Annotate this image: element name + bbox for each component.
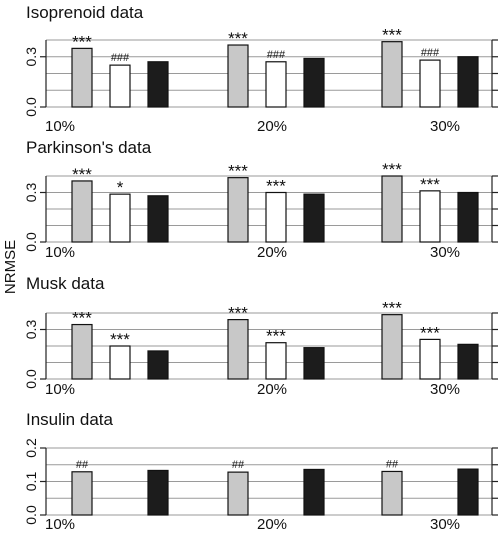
bar <box>71 180 93 243</box>
category-label: 10% <box>45 381 75 398</box>
significance-marker: *** <box>110 330 130 349</box>
y-tick-label: 0.3 <box>23 320 39 340</box>
bar <box>381 314 403 380</box>
bar <box>147 61 169 108</box>
bar <box>227 471 249 516</box>
significance-marker: ## <box>386 458 399 470</box>
significance-marker: * <box>117 178 124 197</box>
y-tick-label: 0.1 <box>23 472 39 492</box>
bar <box>457 468 479 516</box>
bar <box>71 47 93 108</box>
significance-marker: ## <box>232 459 245 471</box>
bar <box>457 191 479 243</box>
significance-marker: *** <box>72 32 92 51</box>
significance-marker: *** <box>266 327 286 346</box>
y-axis-label: NRMSE <box>2 240 19 294</box>
significance-marker: ### <box>111 52 130 64</box>
bar <box>457 343 479 380</box>
significance-marker: ### <box>421 47 440 59</box>
panel-title: Insulin data <box>26 410 113 429</box>
category-label: 10% <box>45 516 75 533</box>
significance-marker: *** <box>420 323 440 342</box>
panel-title: Musk data <box>26 274 105 293</box>
bar <box>265 191 287 243</box>
bar <box>419 59 441 108</box>
category-label: 20% <box>257 244 287 261</box>
category-label: 30% <box>430 381 460 398</box>
bar <box>147 350 169 380</box>
bar <box>227 44 249 108</box>
y-tick-label: 0.3 <box>23 47 39 67</box>
bar <box>303 468 325 516</box>
bar <box>109 345 131 380</box>
category-label: 20% <box>257 381 287 398</box>
y-tick-label: 0.0 <box>23 232 39 252</box>
bar <box>265 342 287 380</box>
category-label: 30% <box>430 244 460 261</box>
significance-marker: *** <box>382 160 402 179</box>
bar <box>381 470 403 516</box>
y-tick-label: 0.3 <box>23 183 39 203</box>
bar <box>71 323 93 380</box>
significance-marker: *** <box>266 177 286 196</box>
significance-marker: ## <box>76 459 89 471</box>
y-tick-label: 0.2 <box>23 438 39 458</box>
category-label: 20% <box>257 516 287 533</box>
significance-marker: *** <box>382 26 402 45</box>
panel-title: Isoprenoid data <box>26 3 144 22</box>
significance-marker: *** <box>420 175 440 194</box>
bar <box>381 175 403 243</box>
y-tick-label: 0.0 <box>23 505 39 525</box>
significance-marker: *** <box>228 304 248 323</box>
bar <box>457 56 479 108</box>
significance-marker: *** <box>72 309 92 328</box>
bar <box>227 177 249 243</box>
bar <box>419 190 441 243</box>
bar <box>71 471 93 516</box>
panel-title: Parkinson's data <box>26 138 152 157</box>
bar <box>109 193 131 243</box>
significance-marker: *** <box>382 299 402 318</box>
y-tick-label: 0.0 <box>23 369 39 389</box>
category-label: 30% <box>430 516 460 533</box>
bar <box>381 41 403 108</box>
category-label: 20% <box>257 118 287 135</box>
bar <box>303 57 325 108</box>
category-label: 10% <box>45 118 75 135</box>
significance-marker: *** <box>72 165 92 184</box>
bar <box>265 61 287 108</box>
category-label: 10% <box>45 244 75 261</box>
y-tick-label: 0.0 <box>23 97 39 117</box>
bar <box>147 469 169 516</box>
category-label: 30% <box>430 118 460 135</box>
significance-marker: ### <box>267 49 286 61</box>
bar <box>147 195 169 243</box>
bar <box>227 319 249 380</box>
significance-marker: *** <box>228 162 248 181</box>
bar <box>109 64 131 108</box>
bar <box>303 193 325 243</box>
bar <box>303 347 325 380</box>
bar <box>419 338 441 380</box>
significance-marker: *** <box>228 29 248 48</box>
